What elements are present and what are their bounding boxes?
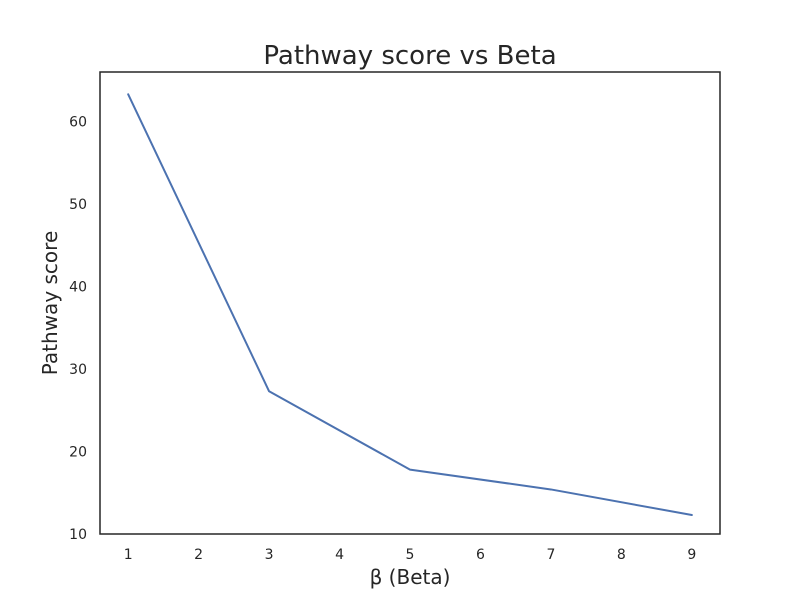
x-tick-label: 9 xyxy=(687,547,696,563)
x-tick-label: 5 xyxy=(406,547,415,563)
x-tick-label: 7 xyxy=(546,547,555,563)
y-tick-label: 40 xyxy=(69,280,87,296)
y-axis-ticks: 10 20 30 40 50 60 xyxy=(69,115,87,544)
y-axis-label: Pathway score xyxy=(38,231,62,375)
x-tick-label: 1 xyxy=(124,547,133,563)
y-tick-label: 20 xyxy=(69,445,87,461)
y-tick-label: 30 xyxy=(69,362,87,378)
chart-title: Pathway score vs Beta xyxy=(263,41,556,71)
y-tick-label: 10 xyxy=(69,527,87,543)
x-tick-label: 3 xyxy=(265,547,274,563)
series-layer xyxy=(127,93,693,517)
x-tick-label: 6 xyxy=(476,547,485,563)
plot-area: 10 20 30 40 50 60 1 2 3 4 5 6 7 8 9 xyxy=(69,71,721,563)
x-axis-label: β (Beta) xyxy=(370,565,451,589)
series-line xyxy=(127,93,693,517)
plot-frame xyxy=(99,71,721,535)
x-tick-label: 4 xyxy=(335,547,344,563)
x-tick-label: 8 xyxy=(617,547,626,563)
y-tick-label: 50 xyxy=(69,197,87,213)
y-tick-label: 60 xyxy=(69,115,87,131)
x-tick-label: 2 xyxy=(194,547,203,563)
x-axis-ticks: 1 2 3 4 5 6 7 8 9 xyxy=(124,547,697,563)
